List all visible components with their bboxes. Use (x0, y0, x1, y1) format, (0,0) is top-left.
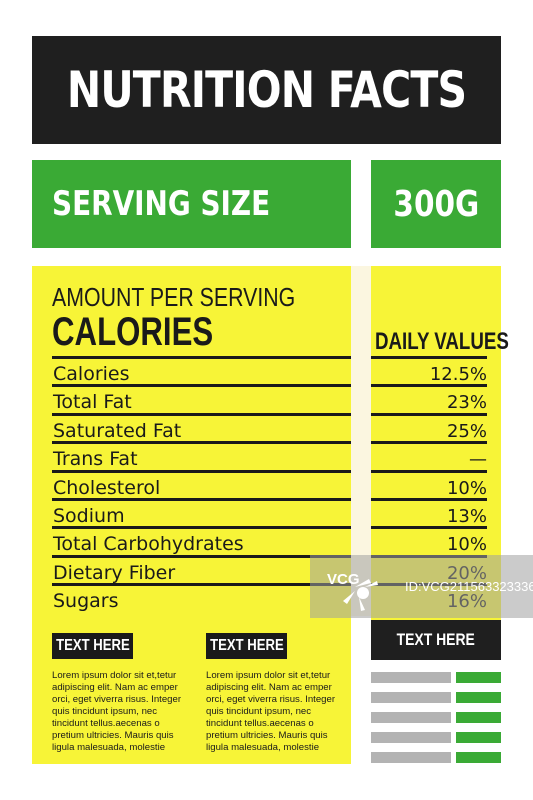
calories-heading: CALORIES (52, 310, 214, 354)
row-divider-right (371, 384, 487, 388)
nutrient-label: Sugars (53, 590, 119, 613)
green-bar-2 (456, 692, 501, 703)
watermark-logo-icon: VCG (325, 557, 385, 617)
row-divider-right (371, 498, 487, 501)
nutrient-daily-value: — (469, 449, 487, 471)
grey-bar-2 (371, 692, 451, 703)
text-here-label-1: TEXT HERE (55, 637, 130, 654)
amount-per-serving-label: AMOUNT PER SERVING (52, 282, 296, 312)
nutrient-label: Trans Fat (53, 448, 138, 471)
green-bar-1 (456, 672, 501, 683)
row-divider (52, 412, 351, 416)
row-divider-right (371, 412, 487, 416)
row-divider (52, 526, 351, 530)
serving-size-label: SERVING SIZE (52, 184, 271, 224)
row-divider-right (371, 356, 487, 359)
row-divider-right (371, 469, 487, 473)
row-divider (52, 554, 351, 558)
nutrient-label: Cholesterol (53, 476, 161, 499)
side-text-here-label: TEXT HERE (396, 630, 476, 649)
page-title: NUTRITION FACTS (66, 61, 467, 119)
nutrient-label: Sodium (53, 505, 125, 527)
side-text-here-button[interactable]: TEXT HERE (371, 620, 501, 660)
serving-weight-value: 300G (393, 183, 479, 225)
grey-bar-5 (371, 752, 451, 763)
nutrient-label: Total Fat (53, 391, 132, 414)
nutrient-daily-value: 10% (446, 534, 487, 556)
daily-values-heading: DAILY VALUES (375, 328, 509, 355)
nutrient-daily-value: 25% (446, 420, 487, 442)
text-here-button-2[interactable]: TEXT HERE (206, 633, 287, 659)
green-bar-4 (456, 732, 501, 743)
nutrient-label: Calories (53, 363, 130, 385)
title-banner: NUTRITION FACTS (32, 36, 501, 144)
nutrient-daily-value: 13% (446, 506, 487, 527)
row-divider (52, 356, 351, 359)
watermark-overlay: VCG ID:VCG211563323336 (310, 555, 533, 618)
serving-size-banner: SERVING SIZE (32, 160, 351, 248)
body-text-2: Lorem ipsum dolor sit et,tetur adipiscin… (206, 670, 336, 753)
nutrient-label: Total Carbohydrates (53, 533, 244, 556)
row-divider-right (371, 441, 487, 445)
panel-divider (351, 266, 371, 616)
grey-bar-1 (371, 672, 451, 683)
row-divider-right (371, 526, 487, 530)
nutrient-label: Saturated Fat (53, 419, 182, 442)
row-divider (52, 441, 351, 445)
body-text-1: Lorem ipsum dolor sit et,tetur adipiscin… (52, 670, 182, 753)
text-here-button-1[interactable]: TEXT HERE (52, 633, 133, 659)
row-divider (52, 469, 351, 473)
watermark-id: ID:VCG211563323336 (405, 579, 533, 594)
nutrient-label: Dietary Fiber (53, 561, 176, 584)
row-divider (52, 498, 351, 501)
nutrient-daily-value: 10% (446, 477, 487, 499)
text-here-label-2: TEXT HERE (209, 637, 284, 654)
watermark-brand: VCG (327, 570, 360, 588)
grey-bar-3 (371, 712, 451, 723)
green-bar-5 (456, 752, 501, 763)
row-divider (52, 384, 351, 388)
nutrient-daily-value: 12.5% (429, 364, 487, 385)
serving-weight-box: 300G (371, 160, 501, 248)
nutrient-daily-value: 23% (446, 392, 487, 414)
facts-panel (32, 266, 351, 764)
green-bar-3 (456, 712, 501, 723)
grey-bar-4 (371, 732, 451, 743)
row-divider (52, 583, 351, 587)
